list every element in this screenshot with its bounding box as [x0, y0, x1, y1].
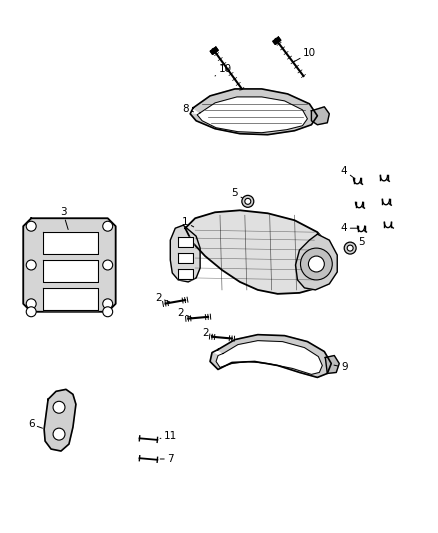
Text: 7: 7: [160, 454, 173, 464]
Polygon shape: [311, 107, 329, 125]
Text: 4: 4: [341, 223, 358, 233]
Polygon shape: [210, 47, 218, 54]
Polygon shape: [296, 234, 337, 290]
Circle shape: [53, 401, 65, 413]
Polygon shape: [185, 211, 334, 294]
Polygon shape: [170, 225, 200, 282]
Text: 5: 5: [353, 237, 364, 247]
Text: 2: 2: [155, 293, 170, 303]
Text: 5: 5: [232, 188, 245, 200]
Circle shape: [242, 196, 254, 207]
Circle shape: [103, 260, 113, 270]
Text: 11: 11: [160, 431, 177, 441]
Text: 2: 2: [202, 328, 216, 337]
Circle shape: [26, 307, 36, 317]
Polygon shape: [210, 335, 331, 377]
Polygon shape: [273, 37, 281, 44]
Circle shape: [103, 221, 113, 231]
Circle shape: [103, 307, 113, 317]
Circle shape: [53, 428, 65, 440]
Circle shape: [308, 256, 324, 272]
Text: 3: 3: [60, 207, 68, 230]
Polygon shape: [43, 232, 98, 254]
Polygon shape: [43, 260, 98, 282]
Text: 4: 4: [341, 166, 355, 179]
Text: 8: 8: [182, 104, 194, 114]
Circle shape: [347, 245, 353, 251]
Text: 2: 2: [177, 308, 191, 318]
Circle shape: [26, 260, 36, 270]
Polygon shape: [178, 253, 193, 263]
Polygon shape: [178, 269, 193, 279]
Text: 10: 10: [294, 48, 316, 62]
Polygon shape: [44, 389, 76, 451]
Circle shape: [26, 299, 36, 309]
Polygon shape: [43, 288, 98, 310]
Text: 6: 6: [28, 419, 42, 429]
Circle shape: [103, 299, 113, 309]
Polygon shape: [325, 356, 339, 374]
Polygon shape: [23, 218, 116, 312]
Text: 10: 10: [215, 64, 232, 76]
Circle shape: [26, 221, 36, 231]
Text: 1: 1: [182, 217, 194, 227]
Polygon shape: [178, 237, 193, 247]
Circle shape: [344, 242, 356, 254]
Circle shape: [300, 248, 332, 280]
Text: 9: 9: [334, 362, 347, 373]
Circle shape: [245, 198, 251, 204]
Polygon shape: [190, 89, 318, 135]
